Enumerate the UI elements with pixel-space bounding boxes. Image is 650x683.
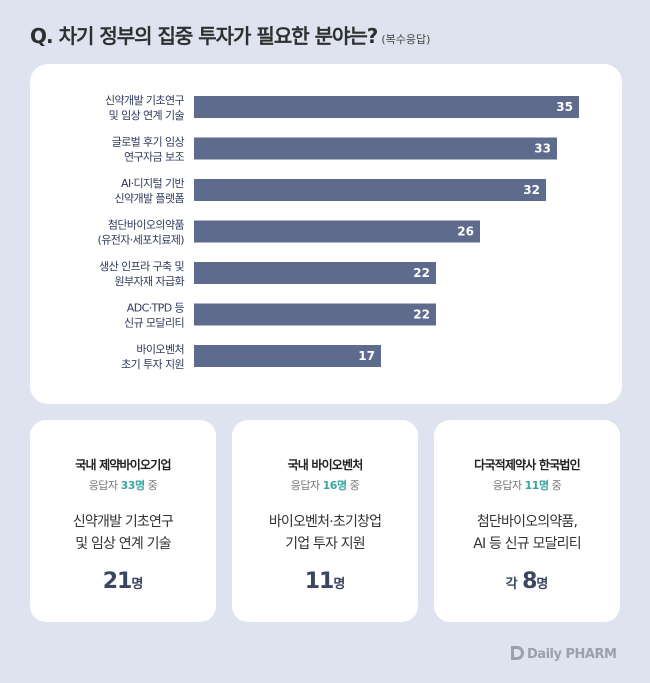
group-card-domestic-pharma: 국내 제약바이오기업 응답자 33명 중 신약개발 기초연구 및 임상 연계 기술…	[30, 420, 216, 622]
bar	[194, 220, 480, 243]
bar	[194, 96, 579, 118]
value-label: 26	[457, 225, 474, 239]
page-title: Q. 차기 정부의 집중 투자가 필요한 분야는? (복수응답)	[30, 20, 430, 49]
bar-row: 신약개발 기초연구 및 임상 연계 기술 35	[105, 93, 579, 122]
value-label: 35	[556, 100, 573, 114]
bar	[194, 137, 557, 160]
bar	[194, 262, 436, 284]
multiple-response-note: (복수응답)	[381, 33, 431, 46]
category-label: 첨단바이오의약품 (유전자·세포치료제)	[98, 218, 185, 247]
respondent-count: 응답자 11명 중	[492, 479, 562, 492]
result-count: 21명	[102, 569, 144, 594]
group-name: 국내 제약바이오기업	[75, 458, 171, 472]
category-label: 글로벌 후기 임상 연구자금 보조	[112, 136, 185, 164]
group-card-bio-venture: 국내 바이오벤처 응답자 16명 중 바이오벤처·초기창업 기업 투자 지원 11…	[232, 420, 418, 622]
brand-logo-text: Daily PHARM	[527, 647, 617, 662]
bar	[194, 345, 381, 367]
bar	[194, 179, 546, 201]
group-card-multinational: 다국적제약사 한국법인 응답자 11명 중 첨단바이오의약품, AI 등 신규 모…	[434, 420, 620, 622]
category-label: 생산 인프라 구축 및 원부자재 자급화	[99, 260, 184, 288]
group-name: 다국적제약사 한국법인	[474, 458, 581, 472]
top-field: 바이오벤처·초기창업 기업 투자 지원	[268, 514, 382, 552]
respondent-count: 응답자 33명 중	[88, 479, 158, 492]
value-label: 22	[413, 266, 430, 280]
category-label: AI·디지털 기반 신약개발 플랫폼	[114, 177, 184, 205]
result-count: 11명	[304, 569, 346, 594]
group-name: 국내 바이오벤처	[287, 458, 363, 472]
category-label: 바이오벤처 초기 투자 지원	[121, 343, 184, 371]
top-field: 첨단바이오의약품, AI 등 신규 모달리티	[473, 514, 581, 552]
value-label: 17	[358, 349, 375, 363]
top-field: 신약개발 기초연구 및 임상 연계 기술	[72, 514, 174, 552]
category-label: 신약개발 기초연구 및 임상 연계 기술	[105, 93, 185, 122]
value-label: 22	[413, 308, 430, 322]
bar-row: 글로벌 후기 임상 연구자금 보조 33	[112, 136, 557, 164]
question-text: Q. 차기 정부의 집중 투자가 필요한 분야는?	[30, 24, 378, 48]
bar-row: 생산 인프라 구축 및 원부자재 자급화 22	[99, 260, 436, 288]
bar-chart-card: 신약개발 기초연구 및 임상 연계 기술 35 글로벌 후기 임상 연구자금 보조 33 A…	[30, 64, 622, 404]
value-label: 32	[523, 183, 540, 197]
brand-logo: Daily PHARM	[510, 645, 617, 662]
bar-row: 첨단바이오의약품 (유전자·세포치료제) 26	[98, 218, 480, 247]
category-label: ADC·TPD 등 신규 모달리티	[124, 302, 185, 330]
bar-row: ADC·TPD 등 신규 모달리티 22	[124, 302, 436, 330]
bar-row: AI·디지털 기반 신약개발 플랫폼 32	[114, 177, 546, 205]
bar	[194, 303, 436, 326]
bar-chart: 신약개발 기초연구 및 임상 연계 기술 35 글로벌 후기 임상 연구자금 보조 33 A…	[98, 93, 579, 371]
value-label: 33	[534, 142, 551, 156]
bar-row: 바이오벤처 초기 투자 지원 17	[121, 343, 381, 371]
respondent-count: 응답자 16명 중	[290, 479, 360, 492]
daily-pharm-logo-icon	[511, 646, 524, 660]
result-count: 각 8명	[505, 569, 549, 594]
